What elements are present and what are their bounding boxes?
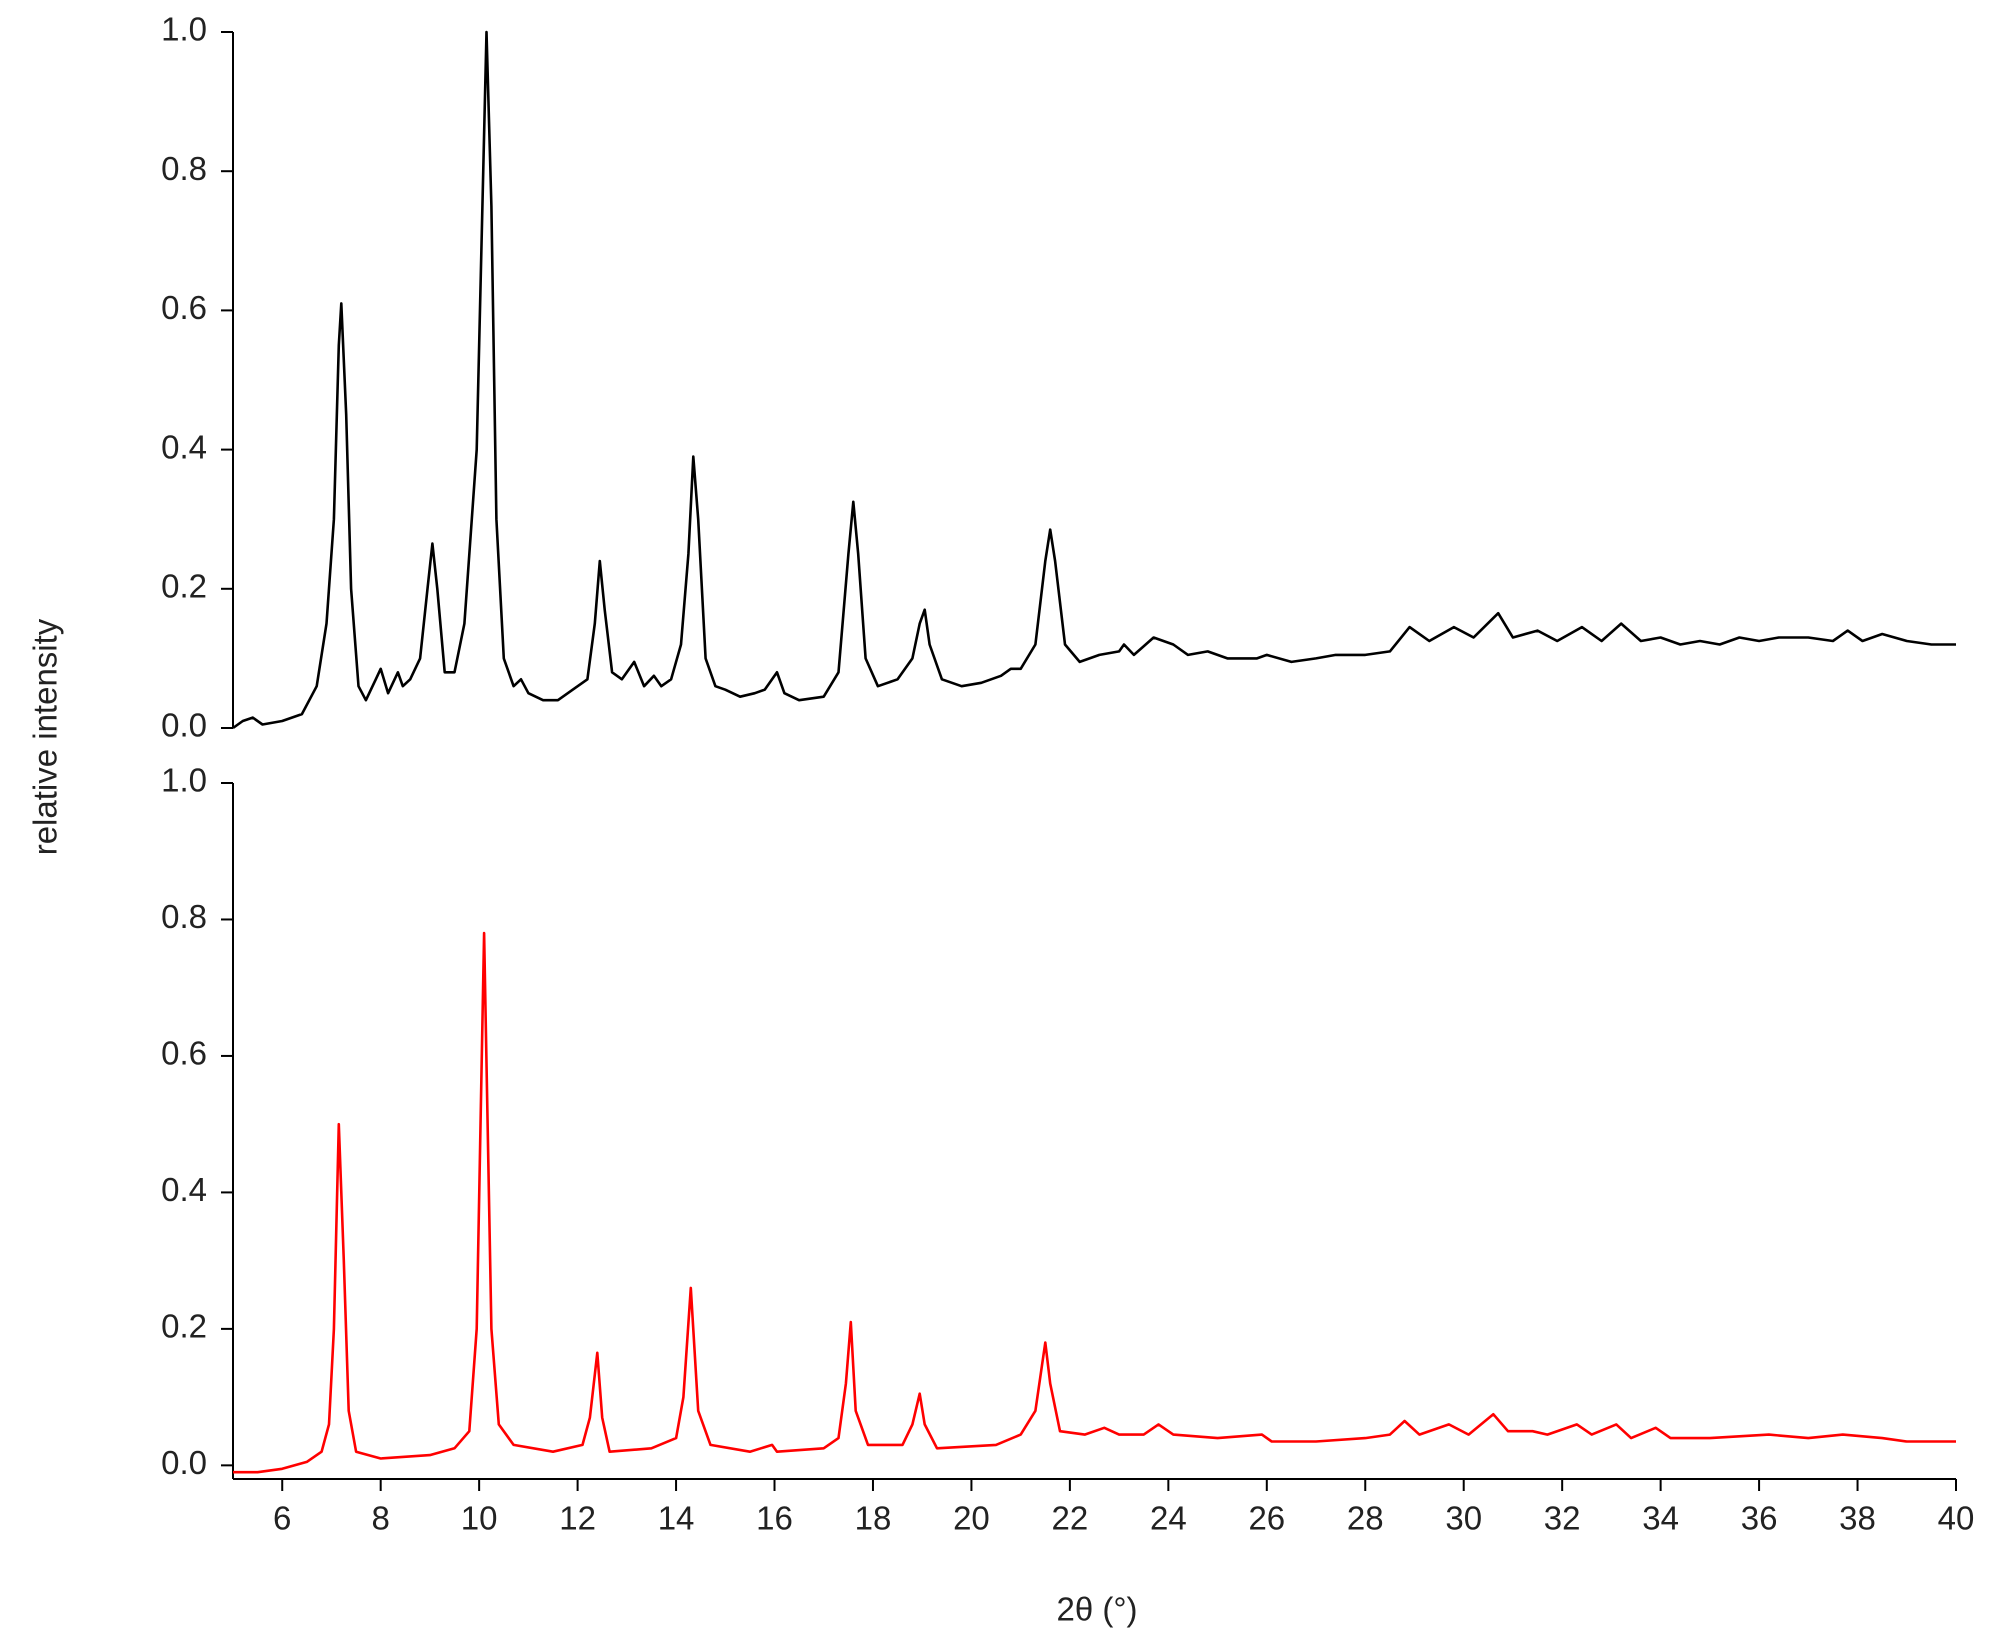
data-line <box>232 30 1956 730</box>
x-tick-label: 18 <box>855 1500 892 1537</box>
x-tick-label: 8 <box>372 1500 390 1537</box>
x-tick-label: 24 <box>1150 1500 1187 1537</box>
y-tick-label: 0.0 <box>161 1444 207 1481</box>
y-tick-label: 0.8 <box>161 898 207 935</box>
y-tick-label: 0.8 <box>161 150 207 187</box>
x-tick-label: 40 <box>1938 1500 1975 1537</box>
y-tick-label: 0.4 <box>161 1171 207 1208</box>
x-tick-label: 34 <box>1642 1500 1679 1537</box>
y-tick-label: 1.0 <box>161 762 207 799</box>
x-tick-label: 20 <box>953 1500 990 1537</box>
x-tick-label: 36 <box>1741 1500 1778 1537</box>
y-tick-label: 0.0 <box>161 707 207 744</box>
x-tick-label: 14 <box>658 1500 695 1537</box>
y-tick-label: 0.6 <box>161 1035 207 1072</box>
data-line <box>233 931 1956 1474</box>
y-axis-label: relative intensity <box>27 618 64 855</box>
y-tick-label: 0.2 <box>161 1308 207 1345</box>
x-axis-label: 2θ (°) <box>1056 1591 1137 1628</box>
x-tick-label: 6 <box>273 1500 291 1537</box>
y-tick-label: 0.6 <box>161 289 207 326</box>
y-tick-label: 1.0 <box>161 11 207 48</box>
x-tick-label: 38 <box>1839 1500 1876 1537</box>
x-tick-label: 12 <box>559 1500 596 1537</box>
x-tick-label: 22 <box>1052 1500 1089 1537</box>
x-tick-label: 16 <box>756 1500 793 1537</box>
x-tick-label: 30 <box>1445 1500 1482 1537</box>
x-tick-label: 26 <box>1248 1500 1285 1537</box>
x-tick-label: 10 <box>461 1500 498 1537</box>
x-tick-label: 28 <box>1347 1500 1384 1537</box>
y-tick-label: 0.2 <box>161 568 207 605</box>
x-tick-label: 32 <box>1544 1500 1581 1537</box>
y-tick-label: 0.4 <box>161 428 207 465</box>
